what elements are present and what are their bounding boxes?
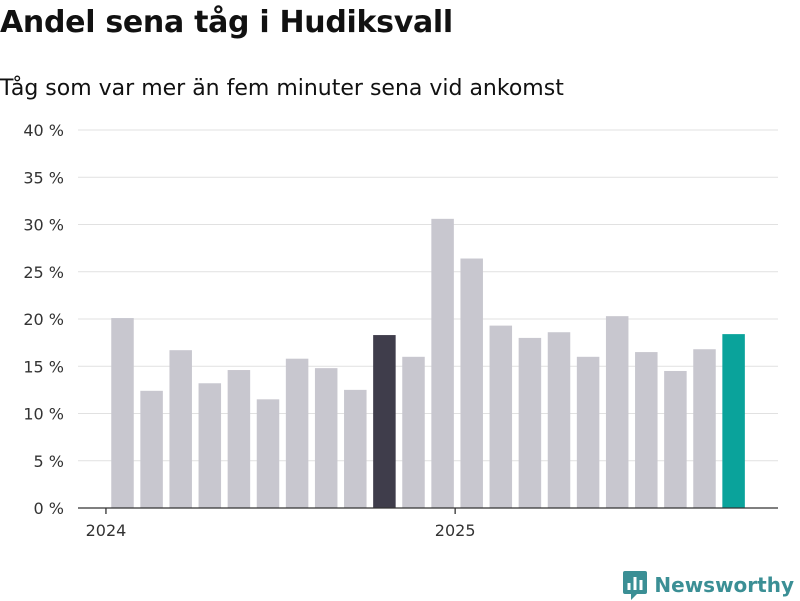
y-tick-label: 15 % [23, 357, 64, 376]
bar-2024-10 [373, 335, 396, 508]
bar-2024-08 [314, 368, 338, 508]
bar-2024-01 [111, 318, 134, 508]
x-tick-label: 2025 [435, 521, 476, 540]
bar-2024-02 [140, 390, 163, 508]
bar-2025-08 [664, 370, 687, 508]
bar-2024-07 [285, 358, 309, 508]
bar-2025-09 [693, 349, 716, 508]
gridlines [78, 129, 778, 462]
bar-2024-04 [198, 383, 222, 508]
bar-2024-05 [227, 370, 251, 508]
chart-title: Andel sena tåg i Hudiksvall [0, 5, 453, 40]
bar-2025-03 [518, 337, 542, 508]
bar-2024-03 [169, 350, 192, 508]
chart-subtitle: Tåg som var mer än fem minuter sena vid … [0, 76, 564, 101]
y-tick-label: 5 % [34, 452, 64, 471]
bars [111, 218, 745, 508]
y-tick-label: 30 % [23, 216, 64, 235]
bar-2025-01 [460, 258, 483, 508]
y-tick-label: 40 % [23, 121, 64, 140]
y-tick-label: 10 % [23, 405, 64, 424]
bar-2025-02 [489, 325, 513, 508]
y-tick-label: 20 % [23, 310, 64, 329]
bar-2024-11 [402, 356, 425, 508]
bar-2025-10 [722, 334, 745, 508]
x-tick-label: 2024 [86, 521, 127, 540]
bar-2024-09 [344, 389, 367, 508]
y-tick-label: 0 % [34, 499, 64, 518]
x-axis: 2024 2025 [78, 507, 778, 540]
bar-2025-07 [635, 352, 658, 508]
y-tick-label: 25 % [23, 263, 64, 282]
y-axis-labels: 0 % 5 % 10 % 15 % 20 % 25 % 30 % 35 % 40 % [23, 121, 64, 518]
bar-2024-12 [431, 218, 454, 508]
y-tick-label: 35 % [23, 168, 64, 187]
bar-2025-06 [605, 316, 629, 508]
newsworthy-logo: Newsworthy [623, 569, 794, 601]
newsworthy-logo-icon [623, 571, 648, 600]
bar-2025-04 [547, 332, 571, 508]
brand-name: Newsworthy [654, 573, 794, 597]
bar-2025-05 [576, 356, 600, 508]
bar-2024-06 [256, 399, 280, 508]
